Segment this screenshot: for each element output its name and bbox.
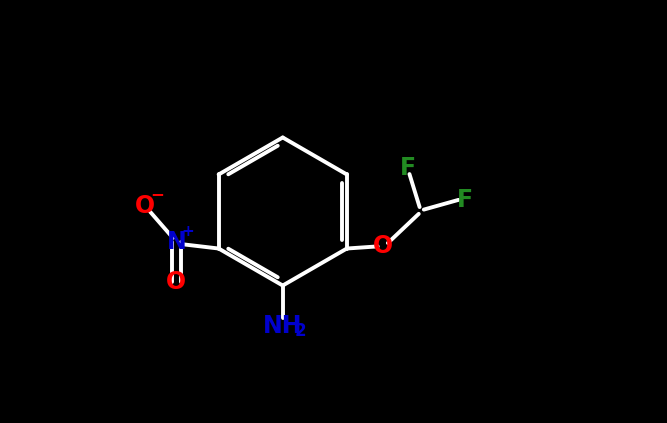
Text: N: N [167, 230, 186, 254]
Text: F: F [400, 156, 416, 180]
Text: 2: 2 [295, 322, 306, 340]
Text: NH: NH [263, 314, 303, 338]
Text: O: O [166, 270, 186, 294]
Text: F: F [457, 188, 474, 212]
Text: +: + [181, 224, 193, 239]
Text: O: O [373, 234, 393, 258]
Text: −: − [150, 185, 164, 203]
Text: O: O [135, 194, 155, 218]
